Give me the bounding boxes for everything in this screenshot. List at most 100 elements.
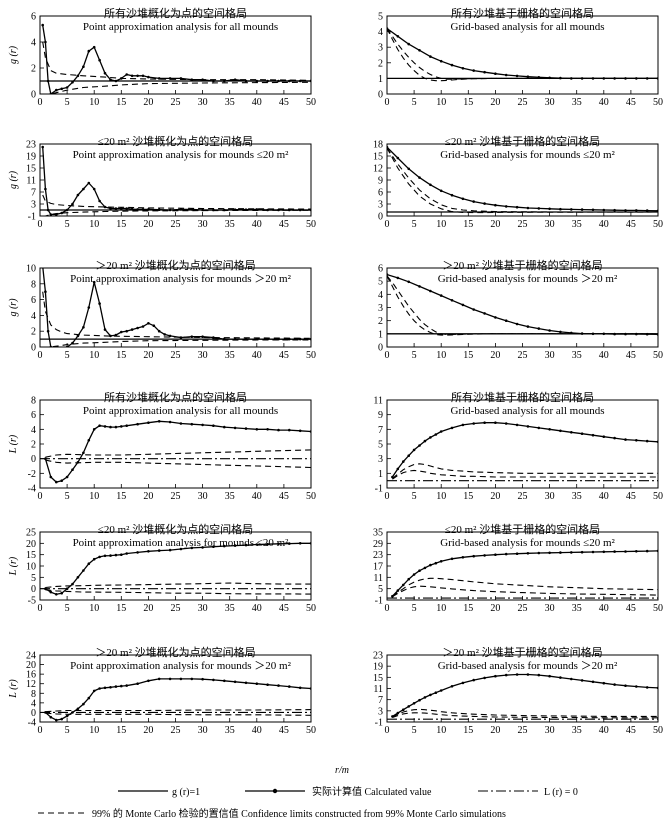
data-point — [92, 428, 96, 431]
data-point — [412, 448, 416, 452]
data-point — [559, 551, 562, 554]
series-line-ci-upper — [392, 463, 658, 479]
data-point — [298, 208, 302, 212]
data-point — [109, 334, 112, 338]
series-line-ci-upper — [45, 449, 311, 458]
x-tick-label: 0 — [385, 491, 390, 502]
data-point — [624, 209, 627, 212]
y-tick-label: 25 — [26, 528, 36, 539]
data-point — [402, 583, 405, 587]
x-tick-label: 30 — [545, 603, 555, 614]
data-point — [190, 208, 194, 211]
x-tick-label: 40 — [599, 97, 609, 108]
x-tick-label: 40 — [252, 491, 262, 502]
data-point — [515, 673, 519, 676]
data-point — [55, 88, 58, 92]
data-point — [645, 209, 649, 212]
data-point — [41, 265, 44, 268]
data-point — [461, 423, 465, 427]
x-tick-label: 15 — [116, 219, 126, 230]
data-point — [87, 439, 91, 442]
series-line-calculated-value — [387, 146, 658, 212]
x-tick-label: 25 — [518, 219, 528, 230]
data-point — [396, 35, 400, 38]
y-tick-label: 2 — [378, 316, 383, 327]
legend-label-confidence: 99% 的 Monte Carlo 检验的置信值 Confidence limi… — [92, 807, 506, 820]
data-point — [266, 208, 269, 212]
data-point — [98, 424, 101, 428]
series-line-ci-lower — [392, 469, 658, 480]
data-point — [125, 207, 128, 210]
series-line-ci-upper — [387, 275, 658, 336]
data-point — [223, 337, 226, 341]
data-point — [656, 77, 658, 80]
data-point — [434, 433, 438, 436]
data-point — [613, 332, 616, 336]
y-tick-label: 5 — [378, 277, 383, 288]
data-point — [76, 193, 80, 197]
x-tick-label: 30 — [545, 97, 555, 108]
data-point — [82, 451, 85, 455]
data-point — [526, 75, 530, 78]
data-point — [157, 420, 161, 423]
data-point — [71, 202, 74, 206]
series-line-ci-upper — [392, 577, 658, 597]
x-tick-label: 20 — [143, 97, 153, 108]
y-tick-label: 3 — [378, 454, 383, 465]
x-tick-label: 15 — [463, 219, 473, 230]
data-point — [439, 430, 443, 433]
data-point — [60, 87, 63, 91]
data-point — [613, 436, 616, 440]
data-point — [109, 554, 112, 557]
data-point — [179, 208, 183, 211]
data-point — [244, 337, 248, 341]
y-tick-label: 23 — [373, 651, 383, 662]
data-point — [504, 319, 508, 323]
y-tick-label: 5 — [378, 584, 383, 595]
y-tick-label: -4 — [28, 484, 36, 495]
data-point — [76, 707, 80, 711]
data-point — [298, 337, 302, 341]
series-line-ci-upper — [42, 194, 311, 210]
y-tick-label: 15 — [26, 164, 36, 175]
y-axis-label: g (r) — [8, 298, 19, 317]
x-tick-label: 35 — [572, 350, 582, 361]
data-point — [82, 65, 85, 68]
y-axis-label: g (r) — [8, 170, 19, 189]
data-point — [152, 324, 156, 328]
data-point — [548, 329, 551, 332]
data-point — [396, 156, 400, 160]
x-tick-label: 35 — [572, 725, 582, 736]
x-tick-label: 25 — [171, 97, 181, 108]
data-point — [76, 576, 80, 579]
y-tick-label: 3 — [31, 200, 36, 211]
data-point — [402, 460, 405, 463]
data-point — [591, 680, 595, 684]
data-point — [244, 79, 248, 83]
x-tick-label: 50 — [306, 350, 316, 361]
x-tick-label: 15 — [116, 725, 126, 736]
x-tick-label: 35 — [572, 97, 582, 108]
panel-title-cn: ≤20 m² 沙堆基于栅格的空间格局 — [445, 522, 600, 536]
data-point — [613, 77, 616, 80]
data-point — [46, 208, 50, 212]
x-tick-label: 40 — [252, 97, 262, 108]
x-tick-label: 35 — [572, 603, 582, 614]
data-point — [537, 207, 541, 210]
series-line-ci-upper — [392, 708, 658, 718]
x-tick-label: 0 — [385, 219, 390, 230]
data-point — [103, 686, 107, 690]
data-point — [526, 552, 530, 555]
data-point — [472, 422, 476, 425]
data-point — [450, 193, 454, 197]
y-tick-label: -1 — [375, 596, 383, 607]
data-point — [635, 332, 638, 336]
x-tick-label: 35 — [572, 219, 582, 230]
data-point — [580, 550, 584, 554]
data-point — [288, 337, 291, 341]
data-point — [580, 332, 584, 335]
x-tick-label: 5 — [412, 725, 417, 736]
